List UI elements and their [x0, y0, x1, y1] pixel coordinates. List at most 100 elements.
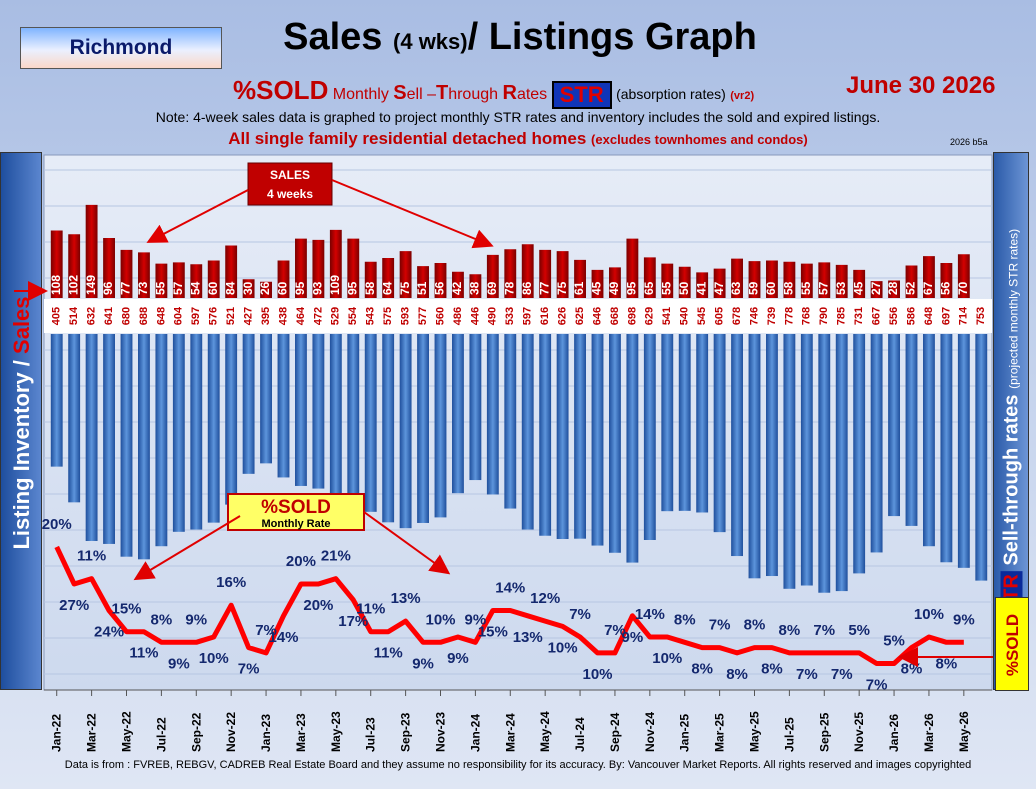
inventory-bar: [68, 334, 81, 503]
inventory-value-label: 577: [417, 307, 429, 325]
x-tick-label: Jan-25: [678, 714, 692, 752]
subtitle-r: R: [502, 82, 517, 104]
x-tick-label: Jul-22: [154, 717, 168, 752]
sales-value-label: 64: [380, 281, 394, 295]
str-value-label: 8%: [151, 611, 173, 628]
sales-value-label: 95: [625, 281, 639, 295]
sales-bar: [905, 265, 918, 298]
subtitle-ell: ell –: [406, 86, 436, 103]
inventory-bar: [766, 334, 778, 577]
inventory-value-label: 597: [522, 307, 534, 325]
sales-value-label: 27: [869, 281, 883, 295]
str-value-label: 11%: [129, 645, 158, 662]
subtitle: %SOLD Monthly Sell –Through Rates STR (a…: [233, 75, 754, 109]
inventory-value-label: 540: [679, 307, 691, 325]
x-tick-label: Nov-22: [224, 712, 238, 752]
str-value-label: 9%: [168, 655, 190, 672]
sales-value-label: 58: [782, 281, 796, 295]
inventory-value-label: 575: [382, 307, 394, 325]
sold-callout-line2: Monthly Rate: [261, 518, 330, 530]
left-axis-panel: Listing Inventory / Sales: [0, 152, 42, 690]
sold-callout-arrow-right: [363, 511, 451, 575]
inventory-bar: [399, 334, 412, 529]
inventory-bar: [678, 334, 691, 511]
title-end: / Listings Graph: [467, 16, 757, 58]
str-value-label: 20%: [303, 597, 333, 614]
inventory-bar: [382, 334, 395, 523]
inventory-bar: [731, 334, 743, 557]
inventory-bar: [626, 334, 639, 563]
inventory-value-label: 541: [661, 307, 673, 325]
sales-bar: [85, 204, 98, 298]
x-tick-label: Sep-22: [189, 712, 203, 752]
x-tick-label: Jul-25: [782, 717, 796, 752]
sales-bar: [818, 262, 831, 298]
title-main: Sales: [283, 16, 383, 58]
inventory-bar: [50, 334, 63, 467]
x-tick-label: Mar-23: [294, 713, 308, 752]
inventory-bar: [207, 334, 220, 523]
x-tick-label: Nov-23: [434, 712, 448, 752]
inventory-bar: [783, 334, 796, 589]
inventory-value-label: 739: [766, 307, 778, 325]
str-value-label: 8%: [726, 666, 748, 683]
subtitle-t: T: [435, 82, 449, 104]
inventory-bar: [696, 334, 709, 513]
sales-value-label: 41: [694, 281, 708, 295]
sales-value-label: 54: [188, 281, 202, 295]
x-tick-label: Nov-25: [852, 712, 866, 752]
inventory-value-label: 586: [905, 307, 917, 325]
inventory-bar: [713, 334, 726, 533]
sales-bar: [678, 266, 691, 298]
x-tick-label: Mar-26: [922, 713, 936, 752]
sales-callout: SALES 4 weeks: [146, 162, 494, 249]
str-value-label: 11%: [356, 601, 385, 618]
inventory-value-label: 714: [958, 306, 970, 325]
str-value-label: 15%: [111, 601, 141, 618]
sales-value-label: 52: [904, 281, 918, 295]
str-value-label: 9%: [447, 650, 469, 667]
x-axis-ticks: Jan-22 Mar-22 May-22 Jul-22 Sep-22 Nov-22 Jan-…: [44, 689, 992, 752]
sales-bar: [539, 249, 552, 298]
inventory-value-label: 514: [68, 306, 80, 325]
inventory-value-label: 698: [626, 307, 638, 325]
inventory-bar: [452, 334, 464, 494]
sales-value-label: 75: [398, 281, 412, 295]
sales-value-label: 61: [572, 281, 586, 295]
str-value-label: 14%: [635, 606, 665, 623]
sales-callout-line2: 4 weeks: [267, 187, 313, 201]
str-value-label: 10%: [582, 666, 612, 683]
inventory-bar: [975, 334, 988, 581]
inventory-label-strip: [44, 299, 992, 333]
sales-value-label: 149: [84, 275, 98, 295]
inventory-value-label: 641: [103, 307, 115, 325]
inventory-bar: [295, 334, 307, 486]
inventory-value-label: 556: [888, 307, 900, 325]
sales-value-label: 95: [293, 281, 307, 295]
sold-callout-arrow-left: [133, 515, 241, 581]
sales-value-label: 42: [450, 281, 464, 295]
sales-value-label: 51: [415, 281, 429, 295]
inventory-value-label: 560: [434, 307, 446, 325]
sales-value-label: 55: [659, 281, 673, 295]
gridlines: [44, 169, 992, 675]
sales-value-label: 77: [119, 281, 133, 295]
str-value-label: 14%: [495, 580, 525, 597]
x-tick-label: Jul-23: [364, 717, 378, 752]
sales-value-label: 57: [171, 281, 185, 295]
inventory-bars: 405 514 632 641 680 688 648 604 597 576 521 427 395 4…: [44, 299, 992, 593]
inventory-value-label: 490: [487, 307, 499, 325]
sales-bar: [574, 259, 586, 298]
property-type: All single family residential detached h…: [0, 129, 1036, 149]
inventory-bar: [103, 334, 115, 544]
inventory-bar: [138, 334, 150, 560]
str-value-label: 8%: [779, 622, 801, 639]
title-small: (4 wks): [393, 29, 468, 54]
str-value-label: 7%: [813, 622, 835, 639]
inventory-value-label: 472: [312, 307, 324, 325]
str-value-label: 8%: [936, 655, 958, 672]
sales-value-label: 53: [834, 281, 848, 295]
sales-bar: [277, 260, 290, 298]
str-value-label: 7%: [796, 666, 818, 683]
inventory-value-label: 648: [155, 307, 167, 325]
